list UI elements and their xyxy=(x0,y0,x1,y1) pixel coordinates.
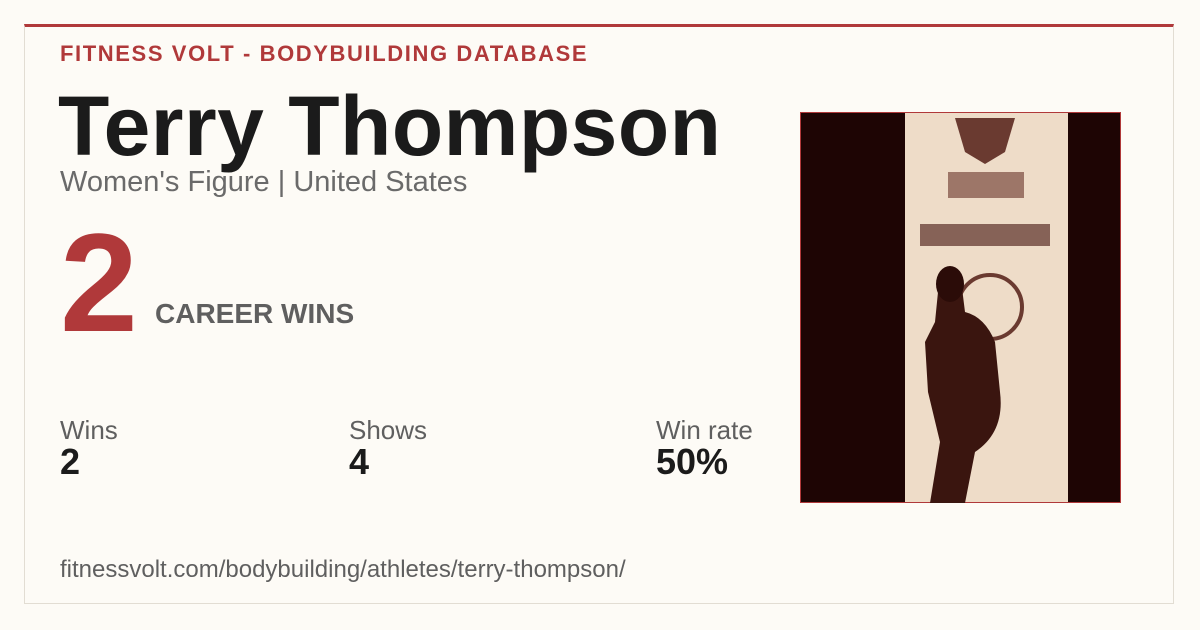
photo-figure xyxy=(925,267,1001,503)
highlight-label: CAREER WINS xyxy=(155,298,355,329)
athlete-photo xyxy=(800,112,1121,503)
photo-figure xyxy=(936,266,964,302)
photo-logo xyxy=(948,172,1024,198)
stat-label: Wins xyxy=(60,415,118,445)
athlete-name: Terry Thompson xyxy=(58,79,722,173)
stat-value: 4 xyxy=(349,441,370,482)
site-title: FITNESS VOLT - BODYBUILDING DATABASE xyxy=(60,41,589,66)
stat-label: Shows xyxy=(349,415,428,445)
stat-value: 50% xyxy=(656,441,729,482)
profile-url: fitnessvolt.com/bodybuilding/athletes/te… xyxy=(60,556,626,583)
stat-value: 2 xyxy=(60,441,81,482)
photo-banner xyxy=(905,113,1068,502)
athlete-subtitle: Women's Figure | United States xyxy=(60,166,468,198)
photo-logo xyxy=(955,118,1015,164)
highlight-value: 2 xyxy=(60,204,138,361)
stat-label: Win rate xyxy=(656,415,753,445)
card-frame xyxy=(24,24,1174,604)
photo-logo xyxy=(920,224,1050,246)
